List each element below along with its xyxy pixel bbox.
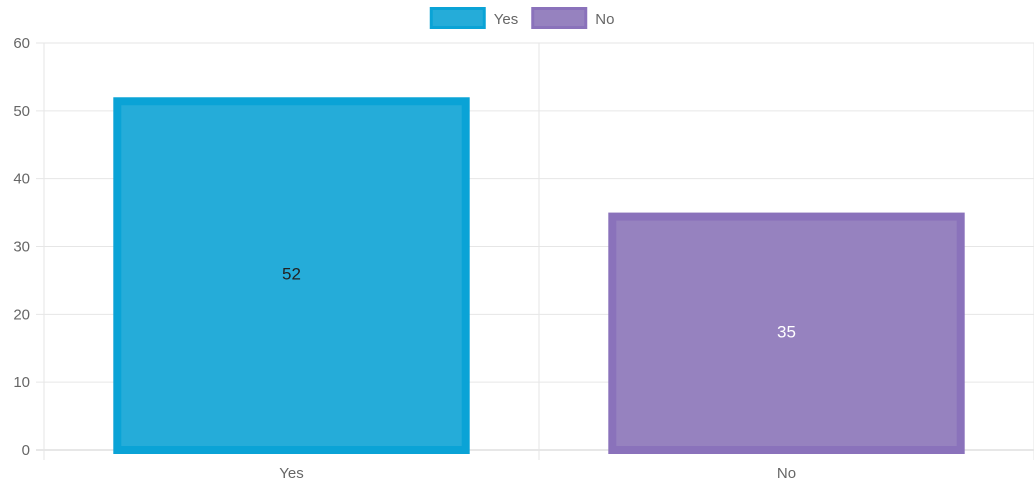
x-tick-label: Yes (279, 465, 303, 482)
y-tick-label: 50 (13, 103, 30, 120)
data-label: 35 (777, 322, 796, 341)
y-tick-label: 60 (13, 35, 30, 52)
bar-no[interactable] (608, 212, 965, 454)
legend-label: Yes (494, 11, 518, 28)
legend-swatch (429, 7, 486, 29)
bar-yes[interactable] (113, 97, 470, 455)
legend-swatch (531, 7, 588, 29)
y-tick-label: 20 (13, 306, 30, 323)
y-axis: 0 10 20 30 40 50 60 (13, 35, 30, 459)
data-label: 52 (282, 265, 301, 284)
chart-legend[interactable]: Yes No (429, 7, 615, 29)
legend-item-no[interactable]: No (531, 7, 615, 29)
legend-label: No (595, 11, 614, 28)
y-tick-label: 0 (22, 442, 30, 459)
y-tick-label: 10 (13, 374, 30, 391)
y-tick-label: 30 (13, 239, 30, 256)
x-axis: Yes No (279, 465, 796, 482)
y-tick-label: 40 (13, 171, 30, 188)
legend-item-yes[interactable]: Yes (429, 7, 518, 29)
bar-series: 52 35 (113, 97, 965, 455)
x-tick-label: No (777, 465, 796, 482)
